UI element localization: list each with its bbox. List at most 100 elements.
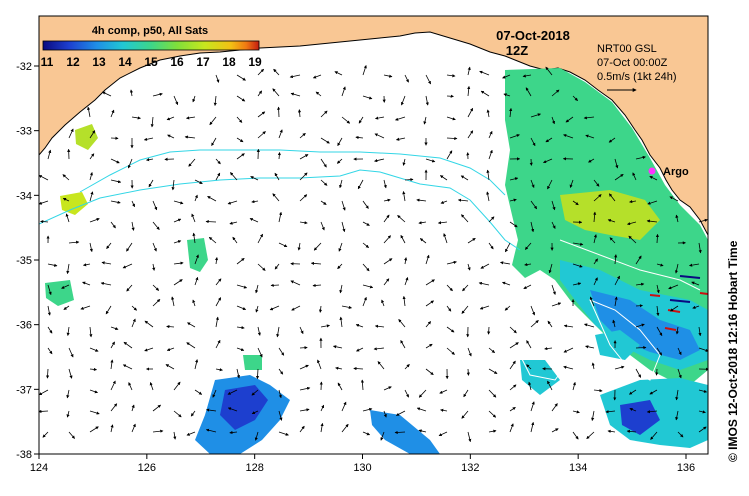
current-vector-arrow — [215, 158, 221, 165]
current-vector-arrow — [269, 305, 280, 311]
current-vector-arrow — [526, 364, 532, 370]
current-vector-arrow — [649, 175, 658, 181]
current-vector-arrow — [400, 95, 406, 106]
current-vector-arrow — [40, 220, 49, 224]
current-vector-arrow — [383, 179, 387, 189]
current-vector-arrow — [230, 172, 238, 181]
current-vector-arrow — [337, 137, 343, 147]
current-vector-arrow — [439, 389, 448, 394]
current-vector-arrow — [488, 410, 497, 418]
argo-marker[interactable]: Argo — [648, 166, 689, 178]
current-vector-arrow — [563, 134, 574, 139]
sst-patch-coastal-yellow — [560, 190, 660, 240]
current-vector-arrow — [173, 95, 179, 106]
current-vector-arrow — [214, 256, 219, 265]
colorbar-tick-label: 17 — [196, 55, 210, 69]
current-vector-arrow — [89, 347, 99, 352]
current-vector-arrow — [650, 431, 658, 440]
current-vector-arrow — [656, 284, 660, 294]
current-vector-arrow — [446, 136, 458, 141]
current-vector-arrow — [127, 158, 133, 169]
current-vector-arrow — [320, 179, 328, 186]
current-vector-arrow — [526, 340, 532, 349]
current-vector-arrow — [404, 389, 409, 398]
current-vector-arrow — [131, 423, 136, 433]
current-vector-arrow — [607, 219, 616, 223]
current-vector-arrow — [166, 116, 175, 121]
current-vector-arrow — [341, 221, 346, 233]
current-vector-arrow — [462, 284, 469, 292]
current-vector-arrow — [332, 345, 343, 349]
current-vector-arrow — [503, 93, 511, 97]
current-vector-arrow — [608, 193, 616, 202]
current-vector-arrow — [509, 177, 519, 181]
current-vector-arrow — [110, 158, 120, 164]
current-vector-arrow — [504, 305, 511, 311]
current-vector-arrow — [585, 345, 595, 349]
current-vector-arrow — [583, 116, 595, 120]
current-vector-arrow — [591, 362, 595, 370]
current-vector-arrow — [171, 179, 175, 191]
sst-patch-coastal-blue — [590, 290, 700, 360]
current-vector-arrow — [110, 200, 121, 204]
sst-patch-southwest-green — [243, 355, 262, 370]
current-vector-arrow — [227, 389, 238, 395]
current-vector-arrow — [425, 368, 434, 376]
current-vector-arrow — [400, 340, 406, 349]
current-vector-arrow — [278, 431, 289, 436]
colorbar: 4h comp, p50, All Sats 11 12 13 14 15 16 17 18 1… — [41, 25, 262, 69]
current-vector-arrow — [274, 263, 280, 270]
current-vector-arrow — [418, 221, 427, 225]
current-vector-arrow — [257, 347, 263, 358]
current-vector-arrow — [551, 116, 556, 125]
current-vector-arrow — [692, 305, 700, 309]
current-vector-arrow — [467, 130, 474, 139]
current-vector-arrow — [698, 410, 706, 414]
current-vector-arrow — [257, 131, 266, 139]
current-vector-arrow — [374, 158, 385, 163]
current-vector-arrow — [185, 116, 196, 120]
current-vector-arrow — [425, 254, 430, 265]
current-vector-arrow — [299, 154, 309, 160]
current-vector-arrow — [486, 191, 490, 202]
current-vector-arrow — [299, 408, 310, 412]
current-vector-arrow — [530, 221, 535, 233]
current-vector-arrow — [425, 300, 435, 307]
current-vector-arrow — [487, 326, 491, 335]
current-vector-arrow — [383, 278, 390, 286]
current-vector-arrow — [232, 236, 238, 244]
current-vector-arrow — [479, 70, 490, 76]
current-vector-arrow — [614, 365, 625, 370]
current-vector-arrow — [632, 172, 637, 181]
current-vector-arrow — [425, 74, 431, 85]
current-vector-arrow — [467, 263, 471, 271]
current-vector-arrow — [105, 305, 112, 315]
current-vector-arrow — [251, 410, 259, 415]
argo-icon[interactable] — [648, 167, 656, 175]
current-vector-arrow — [211, 137, 217, 147]
current-vector-arrow — [184, 135, 196, 139]
current-vector-arrow — [565, 116, 574, 123]
current-vector-arrow — [547, 179, 553, 190]
current-vector-arrow — [656, 305, 660, 317]
colorbar-tick-label: 18 — [222, 55, 236, 69]
current-vector-arrow — [404, 257, 408, 265]
current-vector-arrow — [278, 211, 283, 223]
current-vector-arrow — [646, 410, 658, 414]
current-vector-arrow — [628, 389, 637, 395]
plot-frame — [38, 15, 709, 455]
current-vector-arrow — [299, 194, 308, 202]
current-vector-arrow — [165, 364, 175, 370]
current-vector-arrow — [488, 347, 496, 354]
current-vector-arrow — [236, 284, 248, 289]
current-vector-arrow — [236, 257, 245, 265]
current-vector-arrow — [173, 261, 184, 265]
current-vector-arrow — [110, 380, 116, 391]
current-vector-arrow — [698, 326, 702, 337]
current-vector-arrow — [272, 88, 280, 97]
current-vector-arrow — [152, 263, 156, 271]
current-vector-arrow — [635, 323, 645, 328]
current-vector-arrow — [395, 410, 406, 416]
current-vector-arrow — [313, 242, 322, 251]
current-vector-arrow — [383, 74, 393, 78]
